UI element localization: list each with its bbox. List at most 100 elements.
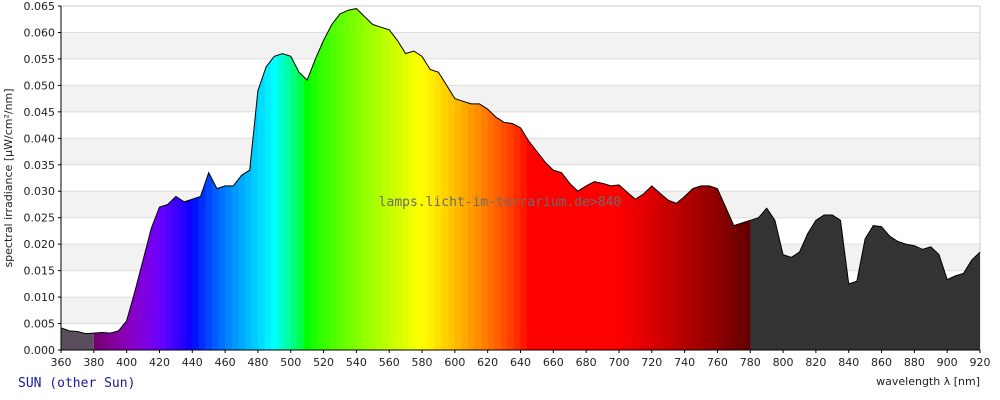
x-tick-label: 420 (149, 356, 170, 369)
spectrum-color-band (251, 8, 259, 350)
spectrum-color-band (395, 8, 403, 350)
spectrum-color-band (290, 8, 298, 350)
spectrum-color-band (461, 8, 469, 350)
source-caption: SUN (other Sun) (18, 376, 136, 391)
x-tick-label: 620 (477, 356, 498, 369)
x-tick-label: 400 (116, 356, 137, 369)
x-tick-label: 780 (740, 356, 761, 369)
spectrum-color-band (205, 8, 213, 350)
x-tick-label: 520 (313, 356, 334, 369)
spectrum-color-band (402, 8, 410, 350)
x-tick-label: 900 (937, 356, 958, 369)
spectrum-color-band (369, 8, 377, 350)
spectrum-color-band (553, 8, 561, 350)
spectrum-color-band (356, 8, 364, 350)
x-tick-label: 720 (641, 356, 662, 369)
spectrum-color-band (533, 8, 541, 350)
x-tick-label: 680 (576, 356, 597, 369)
y-tick-label: 0.035 (24, 159, 56, 172)
spectrum-color-band (540, 8, 548, 350)
spectrum-color-band (389, 8, 397, 350)
spectrum-color-band (323, 8, 331, 350)
spectrum-color-band (376, 8, 384, 350)
x-tick-label: 920 (970, 356, 991, 369)
x-axis-label: wavelength λ [nm] (876, 375, 980, 388)
spectrum-outline (60, 8, 981, 335)
x-tick-label: 760 (707, 356, 728, 369)
spectrum-color-band (310, 8, 318, 350)
y-tick-label: 0.065 (24, 0, 56, 13)
spectrum-color-band (257, 8, 266, 350)
spectrum-color-band (277, 8, 285, 350)
spectrum-color-band (559, 8, 568, 350)
spectrum-color-band (520, 8, 528, 350)
spectrum-color-band (500, 8, 508, 350)
watermark-text: lamps.licht-im-terrarium.de>840 (379, 195, 622, 210)
spectrum-color-band (487, 8, 495, 350)
spectrum-color-band (441, 8, 449, 350)
spectrum-color-band (362, 8, 371, 350)
y-tick-label: 0.050 (24, 79, 56, 92)
x-tick-label: 540 (346, 356, 367, 369)
spectrum-color-band (330, 8, 338, 350)
spectrum-color-band (382, 8, 390, 350)
x-tick-label: 880 (904, 356, 925, 369)
x-tick-label: 500 (280, 356, 301, 369)
spectrum-color-band (284, 8, 292, 350)
y-tick-labels: 0.000 0.005 0.010 0.015 0.020 0.025 0.030 0.035… (24, 0, 56, 357)
spectrum-color-band (481, 8, 489, 350)
x-tick-label: 860 (871, 356, 892, 369)
grid-band (61, 6, 980, 33)
axes (58, 5, 981, 353)
spectrum-color-band (271, 8, 279, 350)
x-tick-label: 560 (379, 356, 400, 369)
spectrum-color-band (238, 8, 246, 350)
spectrum-color-band (546, 8, 554, 350)
spectrum-color-band (422, 8, 430, 350)
spectrum-color-band (448, 8, 456, 350)
spectrum-color-band (297, 8, 305, 350)
spectrum-color-band (507, 8, 515, 350)
spectrum-color-band (467, 8, 476, 350)
spectrum-color-band (408, 8, 417, 350)
y-tick-label: 0.045 (24, 106, 56, 119)
spectrum-color-band (343, 8, 351, 350)
x-tick-label: 380 (83, 356, 104, 369)
spectrum-color-band (474, 8, 482, 350)
x-tick-labels: 360 380 400 420 440 460 480 500 520 540 560 580 600 6… (51, 356, 991, 369)
x-tick-label: 820 (805, 356, 826, 369)
spectrum-color-band (454, 8, 463, 350)
x-tick-label: 700 (608, 356, 629, 369)
y-axis-label: spectral irradiance [µW/cm²/nm] (2, 88, 15, 267)
y-tick-label: 0.055 (24, 53, 56, 66)
spectrum-color-band (336, 8, 344, 350)
y-tick-label: 0.005 (24, 318, 56, 331)
y-tick-label: 0.015 (24, 265, 56, 278)
y-tick-label: 0.010 (24, 291, 56, 304)
x-tick-label: 800 (773, 356, 794, 369)
spectrum-color-band (303, 8, 312, 350)
x-tick-label: 640 (510, 356, 531, 369)
grid-band (61, 58, 980, 86)
x-tick-label: 840 (838, 356, 859, 369)
spectrum-color-band (244, 8, 252, 350)
x-tick-label: 440 (182, 356, 203, 369)
grid-band (61, 32, 980, 59)
y-tick-label: 0.040 (24, 132, 56, 145)
spectrum-color-band (513, 8, 522, 350)
grid-band (61, 85, 980, 112)
spectrum-color-band (494, 8, 502, 350)
y-tick-label: 0.060 (24, 26, 56, 39)
spectrum-color-band (264, 8, 272, 350)
spectrum-color-band (527, 8, 535, 350)
spectrum-color-band (415, 8, 423, 350)
y-tick-label: 0.000 (24, 344, 56, 357)
spectrum-color-band (428, 8, 436, 350)
x-tick-label: 600 (444, 356, 465, 369)
x-tick-label: 480 (247, 356, 268, 369)
x-tick-label: 740 (674, 356, 695, 369)
spectrum-color-band (349, 8, 357, 350)
x-tick-label: 660 (543, 356, 564, 369)
y-tick-label: 0.030 (24, 185, 56, 198)
